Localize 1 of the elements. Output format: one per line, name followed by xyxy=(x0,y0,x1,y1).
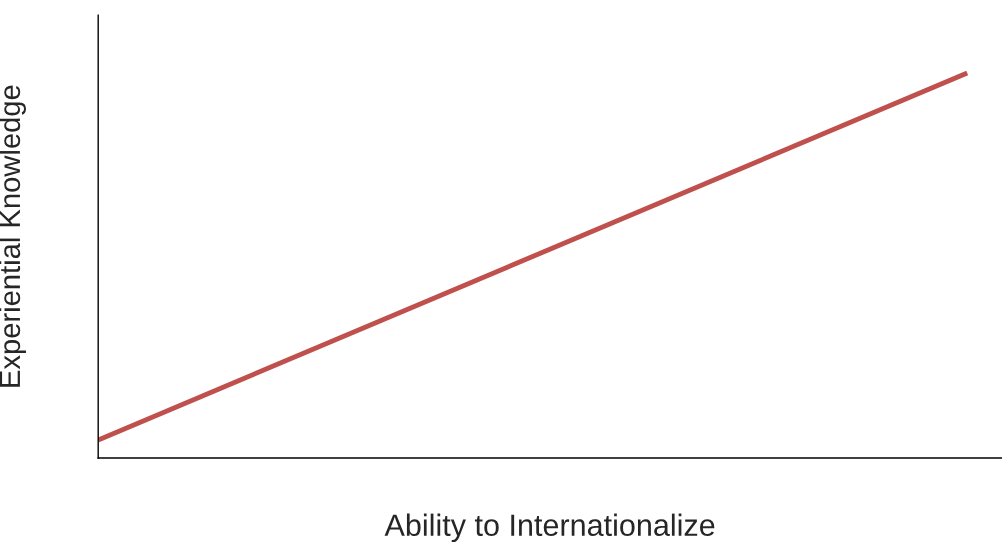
x-axis-title: Ability to Internationalize xyxy=(384,513,715,543)
